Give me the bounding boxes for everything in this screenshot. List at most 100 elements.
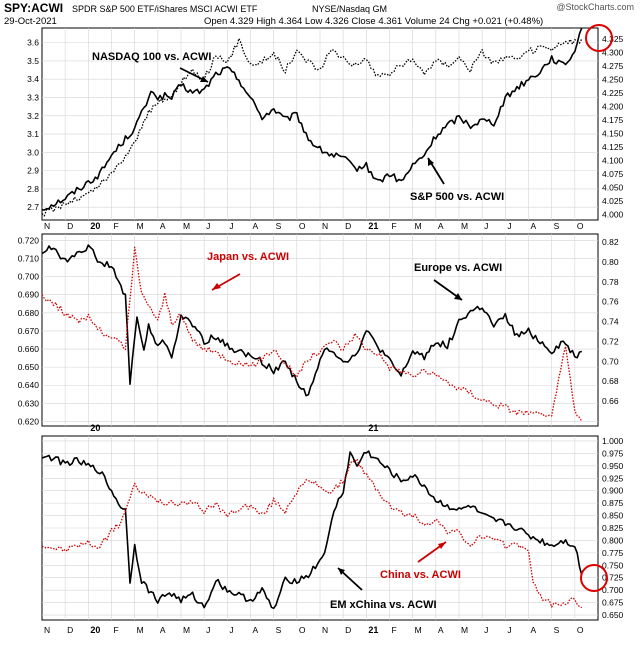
x-tick-label-top: S bbox=[276, 221, 282, 231]
right-tick-label: 4.150 bbox=[602, 128, 624, 138]
x-tick-label-top: M bbox=[415, 221, 422, 231]
annotation-japan: Japan vs. ACWI bbox=[207, 251, 289, 263]
chart-symbol: SPY:ACWI bbox=[4, 1, 63, 15]
left-tick-label: 3.2 bbox=[27, 111, 39, 121]
x-tick-label-top: A bbox=[531, 221, 537, 231]
left-tick-label: 0.670 bbox=[18, 326, 40, 336]
annotation-europe: Europe vs. ACWI bbox=[414, 262, 502, 274]
right-tick-label: 4.125 bbox=[602, 142, 624, 152]
x-year-label: 21 bbox=[368, 221, 378, 231]
right-tick-label: 4.000 bbox=[602, 210, 624, 220]
highlight-circle-top bbox=[585, 24, 613, 52]
arrowhead-europe bbox=[454, 293, 462, 300]
chart-description: SPDR S&P 500 ETF/iShares MSCI ACWI ETF bbox=[72, 4, 258, 14]
right-tick-label: 1.000 bbox=[602, 436, 624, 446]
arrowhead-china bbox=[438, 542, 446, 549]
series-line-em-xchina-vs-acwi bbox=[41, 450, 583, 610]
right-tick-label: 0.68 bbox=[602, 376, 619, 386]
x-tick-label-top: N bbox=[322, 221, 328, 231]
x-tick-label: A bbox=[160, 625, 166, 635]
x-axis: N D 20 20 20 F M A M J J A S O N D 21 21 21 F M A M J J A S O N D F M A M… bbox=[44, 221, 584, 635]
left-tick-label: 3.5 bbox=[27, 56, 39, 66]
left-tick-label: 0.690 bbox=[18, 290, 40, 300]
x-tick-label: A bbox=[438, 625, 444, 635]
arrowhead-japan bbox=[212, 283, 221, 290]
x-tick-label-top: J bbox=[484, 221, 488, 231]
x-tick-label: F bbox=[114, 625, 119, 635]
left-tick-label: 2.9 bbox=[27, 166, 39, 176]
x-tick-label: S bbox=[554, 625, 560, 635]
x-year-label: 20 bbox=[90, 221, 100, 231]
right-tick-label: 4.300 bbox=[602, 47, 624, 57]
right-tick-label: 0.925 bbox=[602, 473, 624, 483]
arrowhead-nasdaq bbox=[200, 76, 208, 82]
right-tick-label: 4.175 bbox=[602, 115, 624, 125]
series-line-china-vs-acwi bbox=[41, 458, 583, 609]
series-line-europe-vs-acwi bbox=[41, 244, 583, 397]
chart-date: 29-Oct-2021 bbox=[4, 16, 57, 27]
right-tick-label: 0.66 bbox=[602, 396, 619, 406]
right-tick-label: 0.900 bbox=[602, 486, 624, 496]
x-tick-label-top: M bbox=[137, 221, 144, 231]
left-tick-label: 0.700 bbox=[18, 272, 40, 282]
right-tick-label: 0.675 bbox=[602, 598, 624, 608]
left-tick-label: 3.1 bbox=[27, 129, 39, 139]
right-tick-label: 0.72 bbox=[602, 336, 619, 346]
x-tick-label: F bbox=[392, 625, 397, 635]
x-tick-label: D bbox=[67, 625, 73, 635]
annotation-em-xchina: EM xChina vs. ACWI bbox=[330, 599, 437, 611]
left-tick-label: 0.630 bbox=[18, 398, 40, 408]
x-tick-label: O bbox=[299, 625, 306, 635]
right-tick-label: 4.050 bbox=[602, 183, 624, 193]
x-tick-label: N bbox=[44, 625, 50, 635]
annotation-nasdaq: NASDAQ 100 vs. ACWI bbox=[92, 51, 211, 63]
right-tick-label: 4.200 bbox=[602, 101, 624, 111]
left-tick-label: 2.8 bbox=[27, 184, 39, 194]
tick-labels: 2.7 2.8 2.9 3.0 3.1 3.2 3.3 3.4 3.5 3.6 4.000 4.025… bbox=[18, 34, 624, 620]
left-tick-label: 3.0 bbox=[27, 147, 39, 157]
x-tick-label: S bbox=[276, 625, 282, 635]
x-tick-label-top: D bbox=[345, 221, 351, 231]
right-tick-label: 0.76 bbox=[602, 297, 619, 307]
x-tick-label-top: J bbox=[206, 221, 210, 231]
x-tick-label: M bbox=[137, 625, 144, 635]
right-tick-label: 0.82 bbox=[602, 237, 619, 247]
right-tick-label: 4.100 bbox=[602, 156, 624, 166]
left-tick-label: 2.7 bbox=[27, 202, 39, 212]
series-layer bbox=[41, 27, 583, 610]
chart-header: SPY:ACWI SPDR S&P 500 ETF/iShares MSCI A… bbox=[4, 1, 634, 27]
x-tick-label: 20 bbox=[90, 625, 100, 635]
x-tick-label-top: M bbox=[461, 221, 468, 231]
series-line-nasdaq-100-vs-acwi bbox=[41, 37, 583, 217]
x-tick-label-top: F bbox=[392, 221, 397, 231]
chart-exchange: NYSE/Nasdaq GM bbox=[312, 4, 387, 14]
x-year-label: 20 bbox=[90, 423, 100, 433]
stockcharts-watermark: @StockCharts.com bbox=[556, 2, 634, 12]
left-tick-label: 0.710 bbox=[18, 253, 40, 263]
x-tick-label-top: O bbox=[577, 221, 584, 231]
left-tick-label: 0.650 bbox=[18, 362, 40, 372]
arrowhead-em-xchina bbox=[338, 568, 345, 575]
x-tick-label: J bbox=[484, 625, 488, 635]
x-tick-label: O bbox=[577, 625, 584, 635]
x-tick-label: M bbox=[183, 625, 190, 635]
x-tick-label-top: D bbox=[67, 221, 73, 231]
x-tick-label-top: S bbox=[554, 221, 560, 231]
right-tick-label: 0.775 bbox=[602, 548, 624, 558]
left-tick-label: 0.660 bbox=[18, 344, 40, 354]
right-tick-label: 0.875 bbox=[602, 498, 624, 508]
arrowhead-sp500 bbox=[428, 158, 434, 166]
right-tick-label: 0.725 bbox=[602, 573, 624, 583]
x-tick-label: M bbox=[461, 625, 468, 635]
x-tick-label: J bbox=[206, 625, 210, 635]
annotation-sp500: S&P 500 vs. ACWI bbox=[410, 191, 504, 203]
right-tick-label: 4.225 bbox=[602, 88, 624, 98]
x-tick-label-top: A bbox=[253, 221, 259, 231]
grid-layer bbox=[42, 28, 598, 620]
x-tick-label-top: J bbox=[507, 221, 511, 231]
x-tick-label: 21 bbox=[368, 625, 378, 635]
right-tick-label: 0.70 bbox=[602, 356, 619, 366]
x-tick-label-top: M bbox=[183, 221, 190, 231]
right-tick-label: 0.850 bbox=[602, 511, 624, 521]
